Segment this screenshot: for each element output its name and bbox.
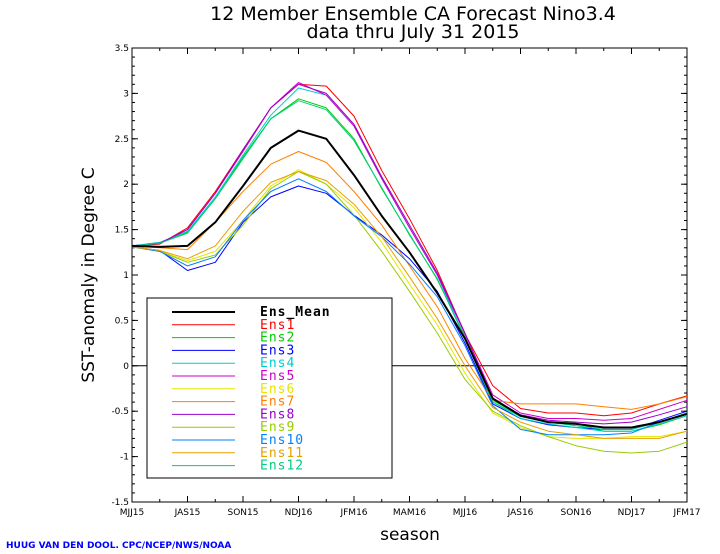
x-tick-label: NDJ16 [285, 508, 313, 518]
series-line-ens-mean [131, 129, 688, 429]
series-line-ens11 [131, 171, 688, 439]
series-lines [131, 82, 688, 454]
legend [146, 297, 393, 479]
legend-label: Ens10 [260, 433, 304, 448]
y-tick-label: 2.5 [115, 135, 129, 145]
legend-label: Ens11 [260, 446, 304, 461]
legend-label: Ens6 [260, 382, 295, 397]
legend-label: Ens8 [260, 407, 295, 422]
chart-subtitle: data thru July 31 2015 [307, 21, 520, 43]
x-tick-label: NDJ17 [618, 508, 646, 518]
legend-label: Ens3 [260, 343, 295, 358]
legend-entries: Ens_MeanEns1Ens2Ens3Ens4Ens5Ens6Ens7Ens8… [172, 305, 331, 474]
credit-text: HUUG VAN DEN DOOL. CPC/NCEP/NWS/NOAA [6, 541, 231, 550]
legend-label: Ens5 [260, 369, 295, 384]
y-tick-label: 0 [123, 362, 129, 372]
y-tick-label: 3 [123, 89, 129, 99]
y-tick-label: 3.5 [115, 44, 129, 54]
series-line-ens8 [131, 83, 688, 425]
y-tick-label: 2 [123, 180, 129, 190]
series-line-ens6 [131, 169, 688, 439]
series-line-ens7 [131, 151, 688, 410]
x-tick-label: JAS16 [507, 508, 534, 518]
x-tick-label: SON16 [561, 508, 592, 518]
legend-label: Ens1 [260, 318, 295, 333]
y-tick-label: 1.5 [115, 226, 129, 236]
legend-label: Ens9 [260, 420, 295, 435]
y-tick-label: -1.5 [111, 498, 129, 508]
x-tick-label: MAM16 [393, 508, 426, 518]
x-tick-label: MJJ16 [453, 508, 478, 518]
x-tick-label: JFM17 [672, 508, 700, 518]
legend-box [146, 297, 393, 479]
series-line-ens3 [131, 185, 688, 430]
x-tick-label: JAS15 [174, 508, 201, 518]
y-tick-label: -0.5 [111, 407, 129, 417]
legend-label: Ens12 [260, 459, 304, 474]
y-axis-label: SST-anomaly in Degree C [79, 167, 99, 382]
x-tick-label: SON15 [228, 508, 259, 518]
x-axis-label: season [380, 525, 440, 545]
x-tick-label: JFM16 [339, 508, 367, 518]
axis-ticks: -1.5 -1 -0.5 0 0.5 1 1.5 2 2.5 3 3.5 MJJ15 JAS15 SON1… [111, 44, 700, 518]
legend-label: Ens7 [260, 395, 295, 410]
y-tick-label: 1 [123, 271, 129, 281]
series-line-ens12 [131, 100, 688, 430]
legend-label: Ens2 [260, 331, 295, 346]
series-line-ens1 [131, 83, 688, 417]
y-tick-label: 0.5 [115, 316, 129, 326]
y-tick-label: -1 [120, 453, 129, 463]
x-tick-label: MJJ15 [120, 508, 145, 518]
chart-title: 12 Member Ensemble CA Forecast Nino3.4 [210, 3, 616, 25]
legend-label: Ens4 [260, 356, 295, 371]
legend-label: Ens_Mean [260, 305, 331, 320]
series-line-ens10 [131, 178, 688, 436]
